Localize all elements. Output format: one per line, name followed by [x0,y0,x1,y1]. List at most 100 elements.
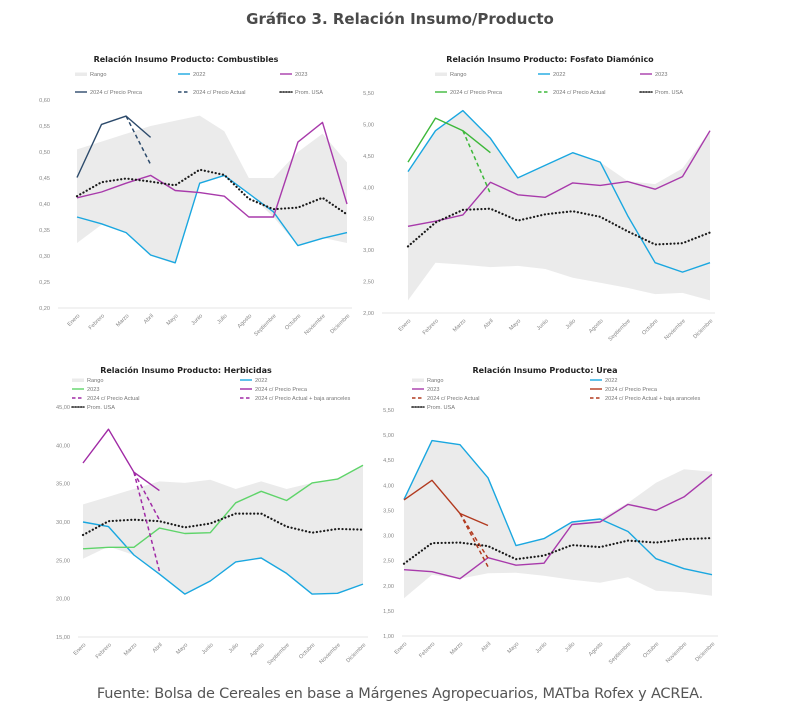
x-tick-label: Agosto [237,313,254,330]
legend-label: Prom. USA [295,90,323,96]
chart-title: Relación Insumo Producto: Herbicidas [100,365,272,375]
x-tick-label: Noviembre [664,318,687,341]
legend-label: 2024 c/ Precio Actual [553,90,606,96]
series-line-2024-c-precio-actual [133,472,161,572]
x-tick-label: Marzo [449,641,464,656]
x-tick-label: Abril [483,318,495,330]
chart-fosfato-diamonico: Relación Insumo Producto: Fosfato Diamón… [363,54,715,343]
legend-item-2024-c-precio-preca: 2024 c/ Precio Preca [75,90,143,96]
y-tick-label: 0,30 [39,254,50,260]
legend-label: Rango [90,72,106,78]
legend-item-2022: 2022 [240,378,267,384]
legend-label: 2023 [87,387,99,393]
legend-swatch-rango [435,72,447,76]
y-tick-label: 1,50 [383,609,394,615]
legend-item-2024-c-precio-preca: 2024 c/ Precio Preca [240,387,308,393]
series-2023 [76,121,348,218]
range-area [404,440,712,599]
x-tick-label: Septiembre [253,313,277,337]
x-tick-label: Noviembre [665,641,688,664]
y-tick-label: 0,35 [39,228,50,234]
series-line-2023 [76,121,348,218]
x-axis: Enero Febrero Marzo Abril Mayo Junio Julio Agos… [67,313,352,337]
x-tick-label: Febrero [418,641,436,659]
y-tick-label: 3,00 [363,248,374,254]
x-tick-label: Enero [67,313,82,328]
x-tick-label: Febrero [95,642,113,660]
legend-label: Rango [87,378,103,384]
x-tick-label: Febrero [88,313,106,331]
y-tick-label: 1,00 [383,634,394,640]
legend-item-2022: 2022 [538,72,565,78]
legend-label: 2023 [427,387,439,393]
chart-combustibles: Relación Insumo Producto: Combustibles Ra… [39,54,352,338]
page-title: Gráfico 3. Relación Insumo/Producto [246,10,554,28]
x-tick-label: Noviembre [319,642,342,665]
x-tick-label: Diciembre [329,313,351,335]
x-tick-label: Noviembre [304,313,327,336]
y-tick-label: 2,00 [383,584,394,590]
x-tick-label: Julio [565,318,577,330]
series-prom-usa [75,168,349,216]
legend-item-2024-c-precio-actual-baja-aranceles: 2024 c/ Precio Actual + baja aranceles [240,396,351,402]
legend-label: 2024 c/ Precio Actual [87,396,140,402]
series-line-2024-c-precio-actual [125,115,152,165]
y-tick-label: 30,00 [56,520,70,526]
series-line-2024-c-precio-preca [82,428,160,492]
x-tick-label: Abril [143,313,155,325]
legend-swatch-rango [75,72,87,76]
x-tick-label: Abril [480,641,492,653]
legend-label: 2022 [553,72,565,78]
series-line-2022 [407,109,711,273]
legend-item-prom-usa: Prom. USA [71,405,115,411]
y-tick-label: 0,25 [39,280,50,286]
series-2024-c-precio-actual [125,115,152,165]
legend-item-2023: 2023 [72,387,99,393]
x-tick-label: Mayo [175,642,189,656]
y-tick-label: 2,50 [383,559,394,565]
series-line-prom-usa [406,207,712,248]
series-line-2024-c-precio-preca [407,117,491,163]
x-tick-label: Diciembre [692,318,714,340]
legend-item-2023: 2023 [280,72,307,78]
x-axis: Enero Febrero Marzo Abril Mayo Junio Julio Agos… [394,641,717,665]
series-2023 [407,130,711,227]
series-2022 [407,109,711,273]
legend-item-2024-c-precio-actual: 2024 c/ Precio Actual [178,90,246,96]
x-tick-label: Febrero [422,318,440,336]
y-tick-label: 5,00 [363,122,374,128]
legend-item-2024-c-precio-actual: 2024 c/ Precio Actual [538,90,606,96]
chart-urea: Relación Insumo Producto: Urea Rango 2022 2… [383,365,718,666]
y-tick-label: 0,60 [39,98,50,104]
x-tick-label: Marzo [115,313,130,328]
x-axis: Enero Febrero Marzo Abril Mayo Junio Julio Agos… [73,642,368,666]
legend: Rango 2022 2023 2024 c/ Precio Preca 2024 c/… [75,72,323,96]
series-2024-c-precio-preca [82,428,160,492]
legend-label: 2024 c/ Precio Actual [427,396,480,402]
legend-item-2024-c-precio-preca: 2024 c/ Precio Preca [435,90,503,96]
series-line-2024-c-precio-preca [403,479,489,527]
y-tick-label: 15,00 [56,635,70,641]
range-area [408,110,710,301]
series-line-2024-c-precio-actual-baja-aranceles [133,471,161,521]
series-prom-usa [402,537,714,565]
legend-item-2022: 2022 [590,378,617,384]
series-line-prom-usa [402,537,714,565]
y-tick-label: 5,50 [383,408,394,414]
x-tick-label: Julio [564,641,576,653]
legend-label: 2024 c/ Precio Preca [450,90,503,96]
series-line-prom-usa [75,168,349,216]
y-tick-label: 4,00 [363,185,374,191]
x-tick-label: Mayo [166,313,180,327]
legend-label: Rango [427,378,443,384]
series-prom-usa [406,207,712,248]
series-line-2023 [407,130,711,227]
series-line-prom-usa [81,512,365,537]
legend-item-prom-usa: Prom. USA [411,405,455,411]
x-tick-label: Enero [398,318,413,333]
x-tick-label: Junio [201,642,215,656]
legend-item-rango: Rango [435,72,466,78]
x-tick-label: Octubre [284,313,302,331]
legend-item-prom-usa: Prom. USA [279,90,323,96]
chart-title: Relación Insumo Producto: Urea [473,365,618,375]
